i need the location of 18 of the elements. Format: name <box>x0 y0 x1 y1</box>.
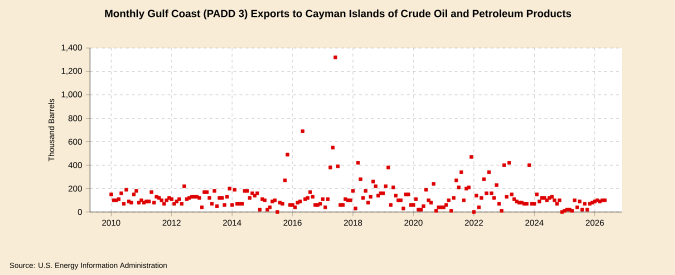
y-tick-label: 1,200 <box>62 68 82 75</box>
chart-title: Monthly Gulf Coast (PADD 3) Exports to Cayman Islands of Crude Oil and Petroleum Products <box>105 10 572 20</box>
y-tick-label: 800 <box>68 115 82 122</box>
x-tick-label: 2024 <box>525 220 544 226</box>
y-tick-label: 600 <box>68 138 82 145</box>
y-tick-label: 1,000 <box>62 91 82 98</box>
y-tick-label: 200 <box>68 186 82 192</box>
x-tick-label: 2018 <box>344 220 362 226</box>
x-tick-label: 2020 <box>404 220 423 226</box>
y-tick-label: 1,400 <box>62 44 82 52</box>
y-tick-label: 400 <box>68 162 82 168</box>
x-tick-label: 2014 <box>223 220 242 226</box>
x-tick-label: 2012 <box>162 220 181 226</box>
y-tick-label: 0 <box>78 209 82 215</box>
x-tick-label: 2010 <box>102 220 120 226</box>
x-tick-label: 2026 <box>586 220 604 226</box>
x-tick-label: 2022 <box>464 220 483 226</box>
x-tick-label: 2016 <box>284 220 302 226</box>
